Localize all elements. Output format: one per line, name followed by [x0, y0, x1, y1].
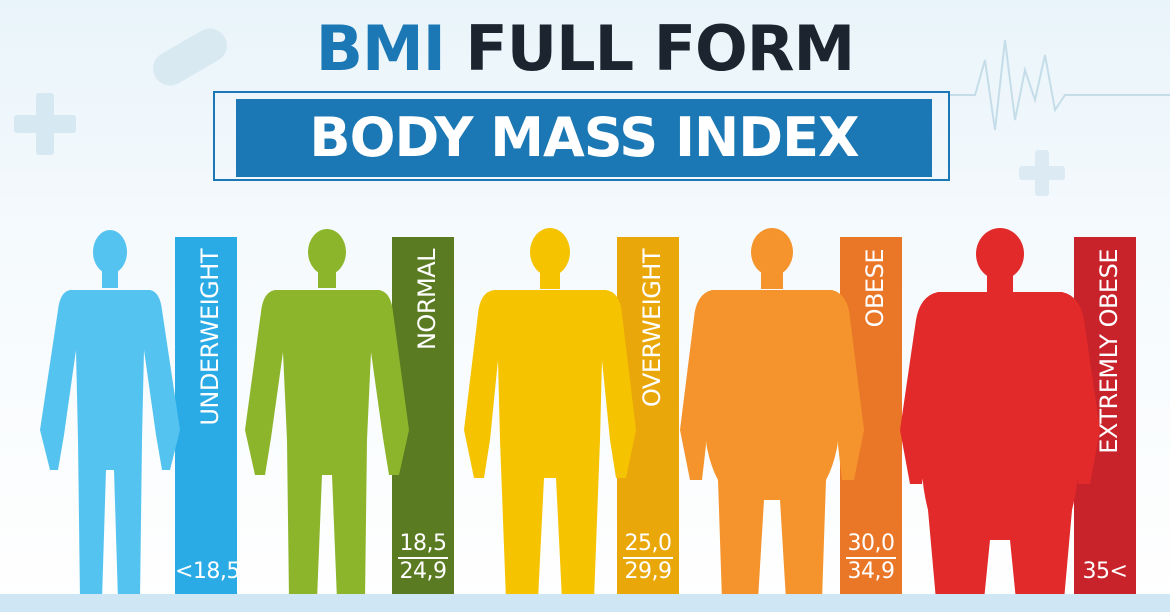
subtitle-banner: BODY MASS INDEX	[236, 99, 932, 177]
title-acronym: BMI	[315, 12, 446, 85]
range-label: 30,0 34,9	[840, 531, 902, 585]
range-low: 30,0	[847, 531, 895, 556]
body-figure-overweight	[464, 228, 636, 600]
range-low: 25,0	[624, 531, 672, 556]
body-figure-obese	[680, 228, 864, 600]
floor-strip	[0, 594, 1170, 612]
range-label: 35<	[1074, 559, 1136, 585]
plus-icon	[14, 93, 76, 155]
range-high: 24,9	[398, 557, 448, 584]
range-label: <18,5	[175, 559, 240, 585]
body-figure-extremely-obese	[900, 228, 1100, 600]
range-high: 29,9	[623, 557, 673, 584]
title-full-form: FULL FORM	[465, 12, 855, 85]
range-label: 25,0 29,9	[617, 531, 679, 585]
range-label: 18,5 24,9	[392, 531, 454, 585]
body-figure-normal	[245, 229, 409, 600]
page-title: BMI FULL FORM	[0, 12, 1170, 86]
range-value: <18,5	[175, 559, 240, 584]
range-low: 18,5	[399, 531, 447, 556]
range-value: 35<	[1082, 559, 1128, 584]
subtitle-frame	[213, 91, 950, 181]
body-figure-underweight	[40, 230, 180, 600]
pill-icon	[153, 28, 227, 86]
range-high: 34,9	[846, 557, 896, 584]
heartbeat-line-icon	[950, 39, 1170, 131]
plus-icon	[1019, 150, 1065, 196]
category-band-underweight: UNDERWEIGHT <18,5	[175, 237, 240, 595]
